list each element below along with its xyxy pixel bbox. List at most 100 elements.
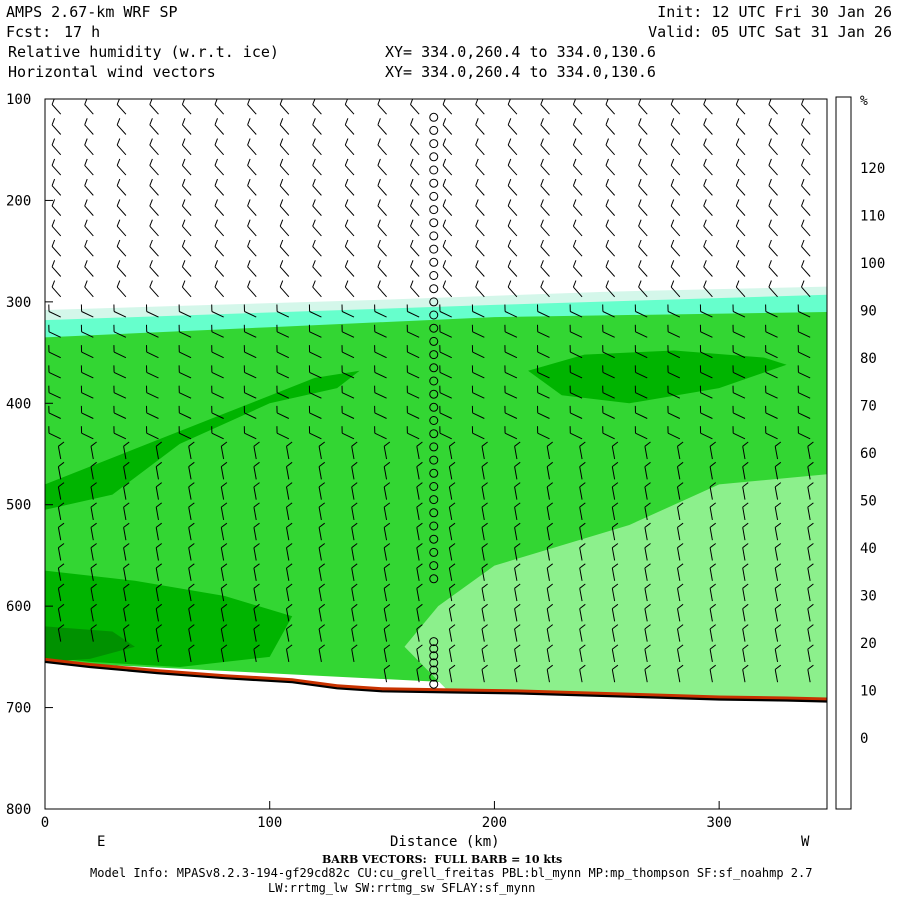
wind-barb xyxy=(579,628,583,642)
wind-barb xyxy=(481,649,485,663)
wind-barb xyxy=(416,486,420,500)
wind-barb-feather xyxy=(638,239,642,247)
wind-barb xyxy=(442,104,453,115)
wind-barb xyxy=(309,371,322,379)
wind-barb xyxy=(214,205,225,216)
wind-barb-feather xyxy=(546,583,554,589)
rh-region xyxy=(45,626,135,662)
wind-barb-feather xyxy=(546,563,554,569)
colorbar-label: 90 xyxy=(860,304,877,320)
wind-barb-feather xyxy=(351,624,358,630)
wind-barb xyxy=(703,286,713,298)
wind-barb xyxy=(407,392,420,399)
wind-barb-feather xyxy=(84,178,88,186)
sounding-marker xyxy=(429,139,439,149)
wind-barb xyxy=(504,412,518,419)
wind-barb-feather xyxy=(546,502,554,508)
wind-barb-feather xyxy=(709,543,717,549)
wind-barb xyxy=(244,331,257,338)
wind-barb xyxy=(48,351,61,359)
wind-barb xyxy=(774,466,779,480)
wind-barb xyxy=(48,412,61,419)
wind-barb xyxy=(383,547,388,561)
wind-barb-feather xyxy=(90,583,97,589)
wind-barb xyxy=(416,547,420,561)
wind-barb-feather xyxy=(214,138,218,146)
wind-barb xyxy=(507,266,518,277)
wind-barb-feather xyxy=(351,441,358,447)
wind-barb xyxy=(220,588,225,602)
wind-barb-feather xyxy=(214,199,218,207)
wind-barb xyxy=(573,144,583,156)
sounding-marker xyxy=(429,297,439,307)
wind-barb xyxy=(286,486,290,500)
wind-barb xyxy=(309,351,322,359)
wind-barb-feather xyxy=(605,118,609,125)
wind-barb xyxy=(214,286,225,298)
wind-barb-feather xyxy=(58,502,65,508)
wind-barb xyxy=(504,392,518,399)
wind-barb xyxy=(507,225,518,237)
wind-barb xyxy=(537,432,550,440)
wind-barb-feather xyxy=(611,543,619,549)
y-tick-label: 200 xyxy=(6,193,31,209)
wind-barb-feather xyxy=(709,461,717,467)
wind-barb-feather xyxy=(377,118,381,125)
wind-barb-feather xyxy=(181,118,186,125)
wind-barb-feather xyxy=(84,118,88,125)
wind-barb-feather xyxy=(644,644,651,650)
wind-barb-feather xyxy=(318,482,326,488)
wind-barb-feather xyxy=(383,644,391,650)
sounding-marker xyxy=(429,389,439,399)
wind-barb xyxy=(448,486,453,500)
wind-barb-feather xyxy=(677,441,684,447)
sounding-marker xyxy=(429,112,439,122)
wind-barb xyxy=(579,547,583,561)
wind-barb xyxy=(540,225,550,237)
wind-barb xyxy=(374,351,387,359)
wind-barb xyxy=(439,331,452,338)
wind-barb xyxy=(182,144,192,156)
wind-barb xyxy=(149,246,159,257)
wind-barb-feather xyxy=(742,461,749,467)
wind-barb-feather xyxy=(220,624,228,630)
wind-barb xyxy=(344,205,355,216)
wind-barb xyxy=(709,466,713,480)
wind-barb-feather xyxy=(807,624,814,630)
wind-barb xyxy=(570,351,583,359)
wind-barb-feather xyxy=(774,563,782,569)
wind-barb-feather xyxy=(155,583,163,589)
wind-barb-feather xyxy=(247,219,251,227)
wind-barb xyxy=(801,144,811,156)
wind-barb xyxy=(742,628,746,642)
wind-barb-feather xyxy=(742,644,749,650)
wind-barb xyxy=(253,608,257,622)
wind-barb-feather xyxy=(181,239,186,247)
wind-barb-feather xyxy=(116,280,121,288)
wind-barb xyxy=(377,144,387,156)
wind-barb xyxy=(318,466,322,480)
sounding-marker xyxy=(429,534,439,544)
wind-barb xyxy=(709,547,713,561)
sounding-marker xyxy=(429,521,439,531)
wind-barb-feather xyxy=(670,138,675,146)
wind-barb xyxy=(703,225,713,237)
wind-barb-feather xyxy=(774,624,782,630)
wind-barb-feather xyxy=(670,239,675,247)
wind-barb-feather xyxy=(58,482,65,488)
wind-barb xyxy=(57,446,62,460)
wind-barb-feather xyxy=(677,644,684,650)
wind-barb xyxy=(644,567,648,581)
wind-barb-feather xyxy=(774,543,782,549)
wind-barb-feather xyxy=(318,543,326,549)
wind-barb xyxy=(351,608,355,622)
wind-barb xyxy=(247,286,257,298)
wind-barb-feather xyxy=(123,563,130,569)
wind-barb-feather xyxy=(703,219,707,227)
wind-barb xyxy=(472,392,485,399)
wind-barb xyxy=(573,104,583,115)
wind-barb-feather xyxy=(540,260,544,267)
wind-barb-feather xyxy=(286,583,293,589)
wind-barb xyxy=(84,246,94,257)
wind-barb xyxy=(635,331,648,338)
